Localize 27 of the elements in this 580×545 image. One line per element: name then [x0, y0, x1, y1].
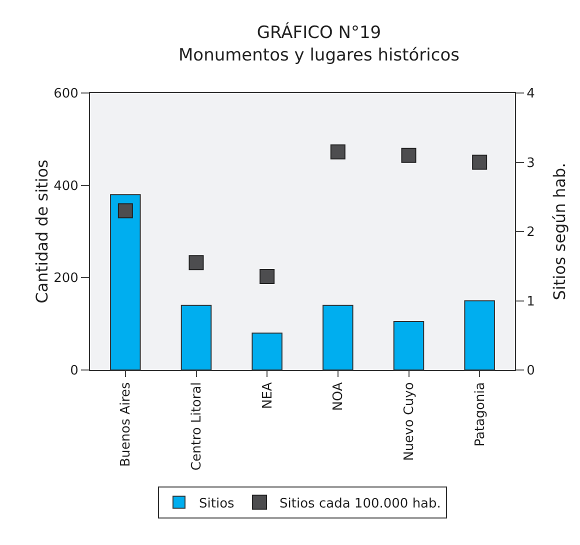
y2-tick-label: 4 — [526, 86, 535, 102]
y2-tick-label: 2 — [526, 225, 535, 240]
x-tick-label: Patagonia — [472, 382, 488, 447]
legend-label: Sitios cada 100.000 hab. — [280, 496, 441, 512]
point — [188, 255, 204, 270]
point — [260, 269, 275, 284]
point — [118, 203, 133, 218]
y-tick-label: 200 — [54, 271, 78, 286]
y2-axis-title: Sitios según hab. — [550, 162, 569, 300]
chart-title: GRÁFICO N°19 — [256, 22, 382, 44]
point — [330, 144, 346, 160]
y2-tick-label: 1 — [526, 294, 535, 310]
legend-label: Sitios — [199, 496, 235, 512]
y2-tick-label: 0 — [526, 364, 535, 379]
y-axis-title: Cantidad de sitios — [32, 160, 52, 304]
point — [401, 148, 416, 163]
x-tick-label: Nuevo Cuyo — [402, 382, 417, 461]
y-tick-label: 0 — [70, 364, 78, 379]
x-tick-label: Centro Litoral — [189, 382, 204, 471]
y-tick-label: 400 — [54, 178, 78, 194]
point — [472, 154, 488, 170]
x-tick-label: NOA — [331, 382, 346, 411]
y-tick-label: 600 — [54, 86, 78, 102]
x-tick-label: Buenos Aires — [118, 382, 134, 467]
chart-subtitle: Monumentos y lugares históricos — [178, 45, 460, 66]
x-tick-label: NEA — [260, 382, 276, 410]
y2-tick-label: 3 — [526, 156, 535, 171]
